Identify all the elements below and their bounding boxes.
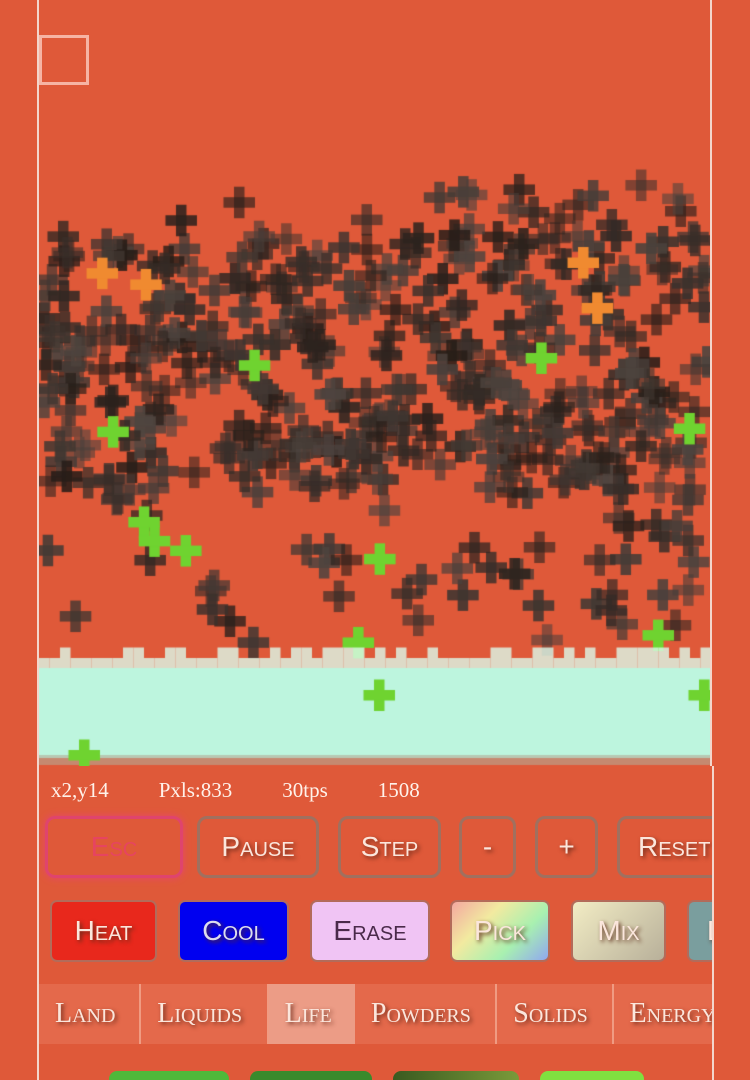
element-button[interactable]	[393, 1071, 519, 1080]
pause-button[interactable]: Pause	[197, 816, 319, 878]
tab-liquids[interactable]: Liquids	[141, 984, 269, 1044]
tab-solids[interactable]: Solids	[497, 984, 614, 1044]
element-button[interactable]	[540, 1071, 644, 1080]
tab-land[interactable]: Land	[39, 984, 142, 1044]
step-button[interactable]: Step	[338, 816, 441, 878]
pixel-count: Pxls:833	[158, 778, 233, 802]
lookup-tool[interactable]: Lookup	[687, 900, 712, 962]
pick-tool[interactable]: Pick	[450, 900, 550, 962]
control-panel: x2,y14 Pxls:833 30tps 1508 Esc Pause Ste…	[37, 766, 714, 1080]
brush-cursor	[39, 35, 89, 85]
cursor-coords: x2,y14	[51, 778, 109, 802]
element-button[interactable]	[250, 1071, 372, 1080]
mix-tool[interactable]: Mix	[571, 900, 666, 962]
escape-button[interactable]: Esc	[45, 816, 183, 878]
element-button[interactable]	[109, 1071, 229, 1080]
heat-tool[interactable]: Heat	[50, 900, 157, 962]
tps: 30tps	[282, 778, 328, 802]
tab-powders[interactable]: Powders	[355, 984, 498, 1044]
tick-count: 1508	[377, 778, 420, 802]
tab-life[interactable]: Life	[268, 984, 355, 1044]
stats-bar: x2,y14 Pxls:833 30tps 1508	[51, 778, 420, 803]
reset-button[interactable]: Reset	[617, 816, 712, 878]
category-tabs: Land Liquids Life Powders Solids Energy	[39, 984, 714, 1044]
erase-tool[interactable]: Erase	[310, 900, 430, 962]
simulation-canvas[interactable]	[37, 0, 712, 766]
faster-button[interactable]: +	[535, 816, 598, 878]
cool-tool[interactable]: Cool	[178, 900, 289, 962]
tab-energy[interactable]: Energy	[629, 998, 714, 1029]
pixel-canvas[interactable]	[39, 0, 710, 766]
slower-button[interactable]: -	[459, 816, 516, 878]
